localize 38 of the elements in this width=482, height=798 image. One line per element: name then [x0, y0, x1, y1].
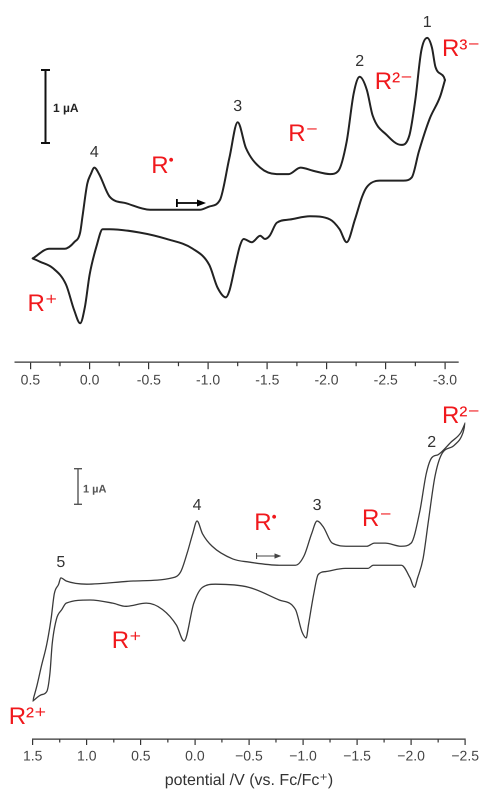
annotation: R³⁻ — [442, 34, 480, 62]
x-tick-label: 0.0 — [185, 747, 205, 764]
annotation: 2 — [427, 434, 436, 451]
x-tick-label: −2.0 — [397, 747, 426, 764]
x-tick-label: -2.5 — [374, 371, 398, 388]
annotation: R⁻ — [288, 120, 318, 148]
x-tick-label: -1.0 — [196, 371, 220, 388]
annotation: 4 — [90, 144, 99, 161]
annotation: 1 µA — [83, 484, 106, 496]
x-tick-label: 1.0 — [77, 747, 97, 764]
annotation: R⁻ — [362, 505, 392, 532]
annotation: 1 µA — [53, 101, 79, 115]
x-tick-label: −2.5 — [451, 747, 480, 764]
annotation: 5 — [56, 554, 66, 571]
annotation: 4 — [192, 497, 202, 514]
x-tick-label: −0.5 — [235, 747, 263, 764]
x-tick-label: -3.0 — [432, 371, 458, 388]
annotation: R²⁺ — [8, 703, 47, 730]
annotation: R$^{•}$ — [151, 152, 174, 178]
x-tick-label: 0.5 — [20, 371, 40, 388]
x-axis-title: potential /V (vs. Fc/Fc⁺) — [164, 772, 334, 789]
annotation: 3 — [233, 98, 242, 116]
annotation: 2 — [355, 52, 364, 70]
annotation: R⁺ — [112, 626, 142, 654]
annotation: R$^{•}$ — [254, 508, 277, 536]
x-tick-label: 0.0 — [80, 371, 100, 388]
annotation: 3 — [312, 497, 322, 514]
x-tick-label: -0.5 — [136, 371, 162, 388]
x-tick-label: −1.5 — [343, 747, 372, 764]
annotation: R⁺ — [28, 290, 58, 317]
x-tick-label: −1.0 — [289, 747, 318, 764]
annotation: R²⁻ — [442, 402, 480, 429]
x-tick-label: 0.5 — [131, 747, 151, 764]
annotation: 1 — [422, 14, 432, 31]
x-tick-label: -1.5 — [255, 371, 280, 388]
x-tick-label: 1.5 — [22, 747, 43, 764]
x-tick-label: -2.0 — [314, 371, 339, 388]
annotation: R²⁻ — [374, 68, 413, 96]
